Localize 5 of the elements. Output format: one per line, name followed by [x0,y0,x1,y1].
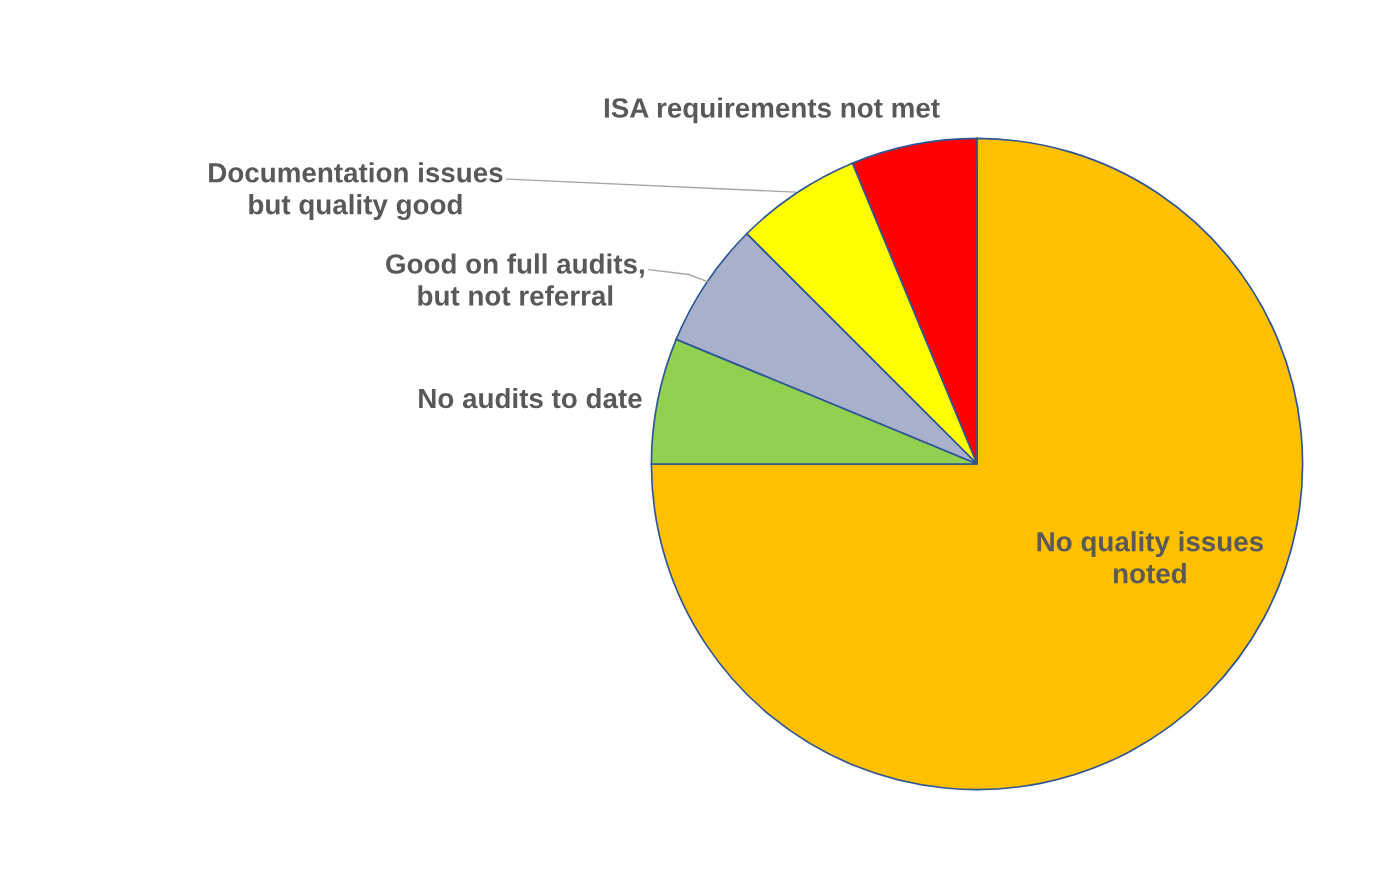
slice-label: ISA requirements not met [604,97,940,124]
slice-label: No audits to date [419,387,642,409]
slice-label: Documentation issues but quality good [209,162,503,221]
slice-label: No quality issues noted [1037,531,1263,584]
slice-label: Good on full audits, but not referral [386,253,644,306]
